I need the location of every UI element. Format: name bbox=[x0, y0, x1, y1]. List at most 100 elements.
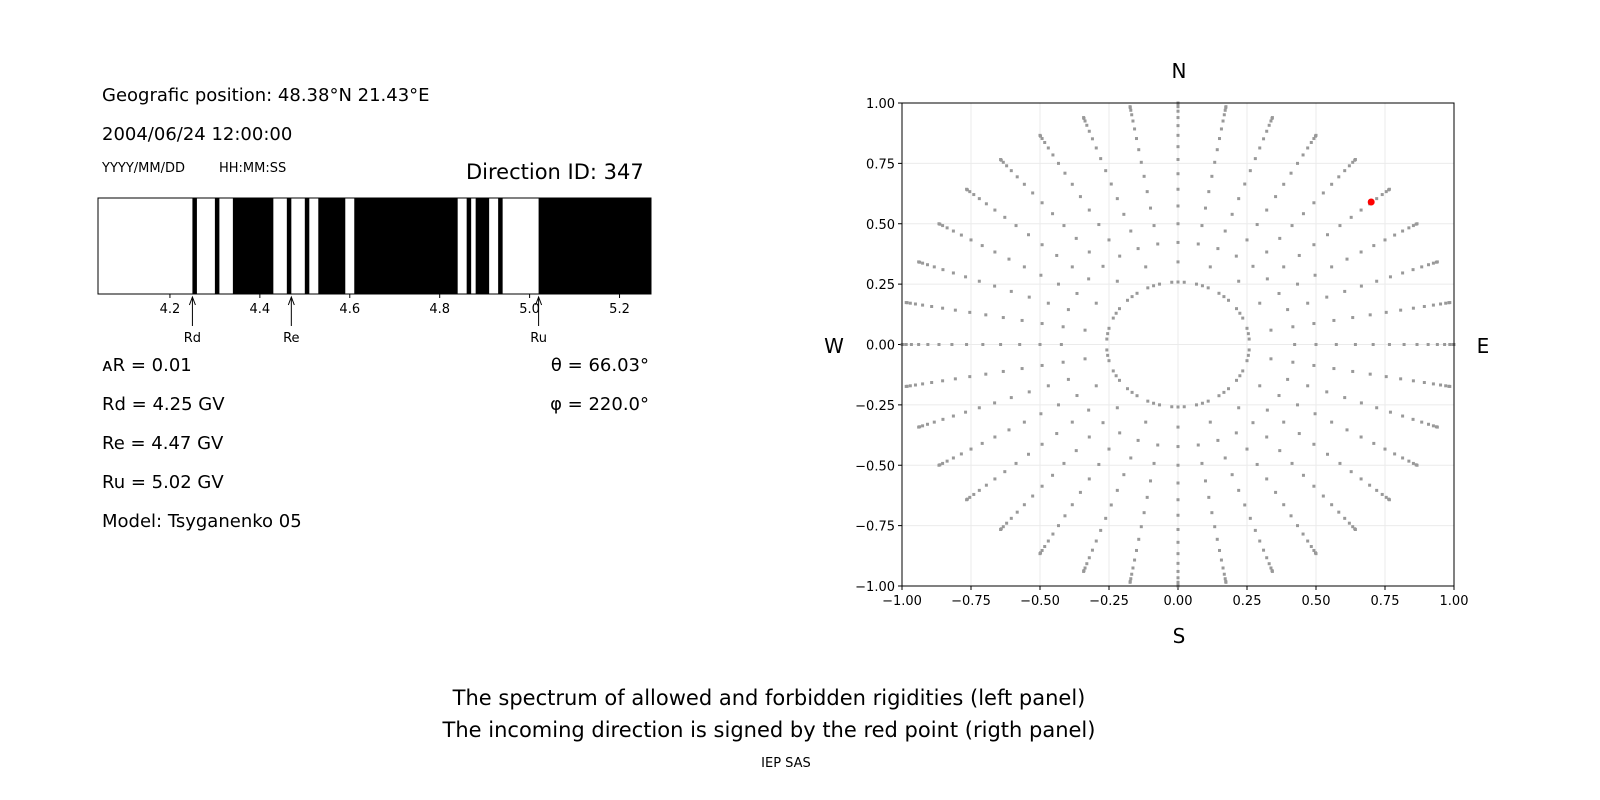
grid-point bbox=[1176, 133, 1180, 137]
grid-point bbox=[1401, 229, 1405, 233]
theta-value: θ = 66.03° bbox=[550, 355, 649, 376]
grid-point bbox=[1094, 539, 1098, 543]
grid-point bbox=[1375, 197, 1379, 201]
grid-point bbox=[1345, 428, 1349, 432]
grid-point bbox=[1104, 169, 1108, 173]
grid-point bbox=[1196, 242, 1200, 246]
grid-point bbox=[1078, 490, 1082, 494]
grid-point bbox=[1075, 394, 1079, 398]
grid-point bbox=[1007, 257, 1011, 261]
grid-point bbox=[1087, 435, 1091, 439]
grid-point bbox=[1306, 146, 1310, 150]
grid-point bbox=[968, 495, 972, 499]
grid-point bbox=[1411, 461, 1415, 465]
grid-point bbox=[1176, 552, 1180, 556]
grid-point bbox=[1051, 212, 1055, 216]
grid-point bbox=[1411, 379, 1415, 383]
grid-point bbox=[1142, 174, 1146, 178]
grid-point bbox=[1306, 301, 1310, 305]
grid-point bbox=[1375, 279, 1379, 283]
y-tick-label: 1.00 bbox=[866, 97, 895, 112]
grid-point bbox=[1312, 363, 1316, 367]
grid-point bbox=[984, 202, 988, 206]
grid-point bbox=[1312, 322, 1316, 326]
grid-point bbox=[1253, 157, 1257, 161]
grid-point bbox=[1343, 396, 1347, 400]
grid-point bbox=[1245, 238, 1249, 242]
grid-point bbox=[1056, 161, 1060, 165]
grid-point bbox=[1383, 238, 1387, 242]
grid-point bbox=[1027, 295, 1031, 299]
grid-point bbox=[1253, 528, 1257, 532]
grid-point bbox=[1005, 164, 1009, 168]
grid-point bbox=[1056, 282, 1060, 286]
marker-label: Rd bbox=[184, 331, 201, 346]
grid-point bbox=[1129, 456, 1133, 460]
grid-point bbox=[1255, 462, 1259, 466]
grid-point bbox=[1203, 206, 1207, 210]
grid-point bbox=[1087, 208, 1091, 212]
grid-point bbox=[1206, 399, 1210, 403]
grid-point bbox=[1235, 378, 1239, 382]
grid-point bbox=[1351, 316, 1355, 320]
y-tick-label: −1.00 bbox=[855, 580, 895, 595]
grid-point bbox=[1384, 495, 1388, 499]
grid-point bbox=[1384, 310, 1388, 314]
grid-point bbox=[1388, 275, 1392, 279]
grid-point bbox=[1330, 182, 1334, 186]
grid-point bbox=[1313, 412, 1317, 416]
grid-point bbox=[999, 527, 1003, 531]
forbidden-band bbox=[538, 198, 651, 294]
grid-point bbox=[1022, 265, 1026, 269]
grid-point bbox=[1312, 484, 1316, 488]
grid-point bbox=[1393, 452, 1397, 456]
grid-point bbox=[1251, 421, 1255, 425]
grid-point bbox=[1269, 357, 1273, 361]
grid-point bbox=[1337, 175, 1341, 179]
grid-point bbox=[1247, 348, 1251, 352]
grid-point bbox=[1282, 265, 1286, 269]
grid-point bbox=[1301, 153, 1305, 157]
grid-point bbox=[993, 401, 997, 405]
grid-point bbox=[1431, 261, 1435, 265]
grid-point bbox=[1176, 280, 1180, 284]
grid-point bbox=[945, 226, 949, 230]
grid-point bbox=[1176, 222, 1180, 226]
grid-point bbox=[1248, 169, 1252, 173]
grid-point bbox=[1282, 503, 1286, 507]
grid-point bbox=[1061, 325, 1065, 329]
grid-point bbox=[1224, 580, 1228, 584]
grid-point bbox=[1345, 257, 1349, 261]
geographic-position: Geografic position: 48.38°N 21.43°E bbox=[102, 85, 430, 106]
grid-point bbox=[1099, 528, 1103, 532]
y-tick-label: 0.25 bbox=[866, 278, 895, 293]
grid-point bbox=[1207, 495, 1211, 499]
grid-point bbox=[1046, 539, 1050, 543]
grid-point bbox=[993, 435, 997, 439]
grid-point bbox=[1152, 461, 1156, 465]
grid-point bbox=[1040, 322, 1044, 326]
grid-point bbox=[1343, 169, 1347, 173]
grid-point bbox=[1297, 253, 1301, 257]
y-tick-label: −0.75 bbox=[855, 520, 895, 535]
grid-point bbox=[981, 343, 985, 346]
grid-point bbox=[1129, 108, 1133, 112]
grid-point bbox=[1282, 182, 1286, 186]
grid-point bbox=[1337, 510, 1341, 514]
grid-point bbox=[1234, 254, 1238, 258]
grid-point bbox=[1063, 171, 1067, 175]
grid-point bbox=[1130, 295, 1134, 299]
grid-point bbox=[1208, 265, 1212, 269]
grid-point bbox=[1221, 119, 1225, 123]
grid-point bbox=[1411, 306, 1415, 310]
grid-point bbox=[1040, 442, 1044, 446]
grid-point bbox=[1422, 304, 1426, 308]
grid-point bbox=[1359, 250, 1363, 254]
grid-point bbox=[984, 372, 988, 376]
grid-point bbox=[1176, 240, 1180, 244]
ru-value: Ru = 5.02 GV bbox=[102, 472, 224, 493]
grid-point bbox=[1090, 548, 1094, 552]
grid-point bbox=[1399, 377, 1403, 381]
grid-point bbox=[993, 208, 997, 212]
date-format-label: YYYY/MM/DD bbox=[102, 161, 185, 176]
